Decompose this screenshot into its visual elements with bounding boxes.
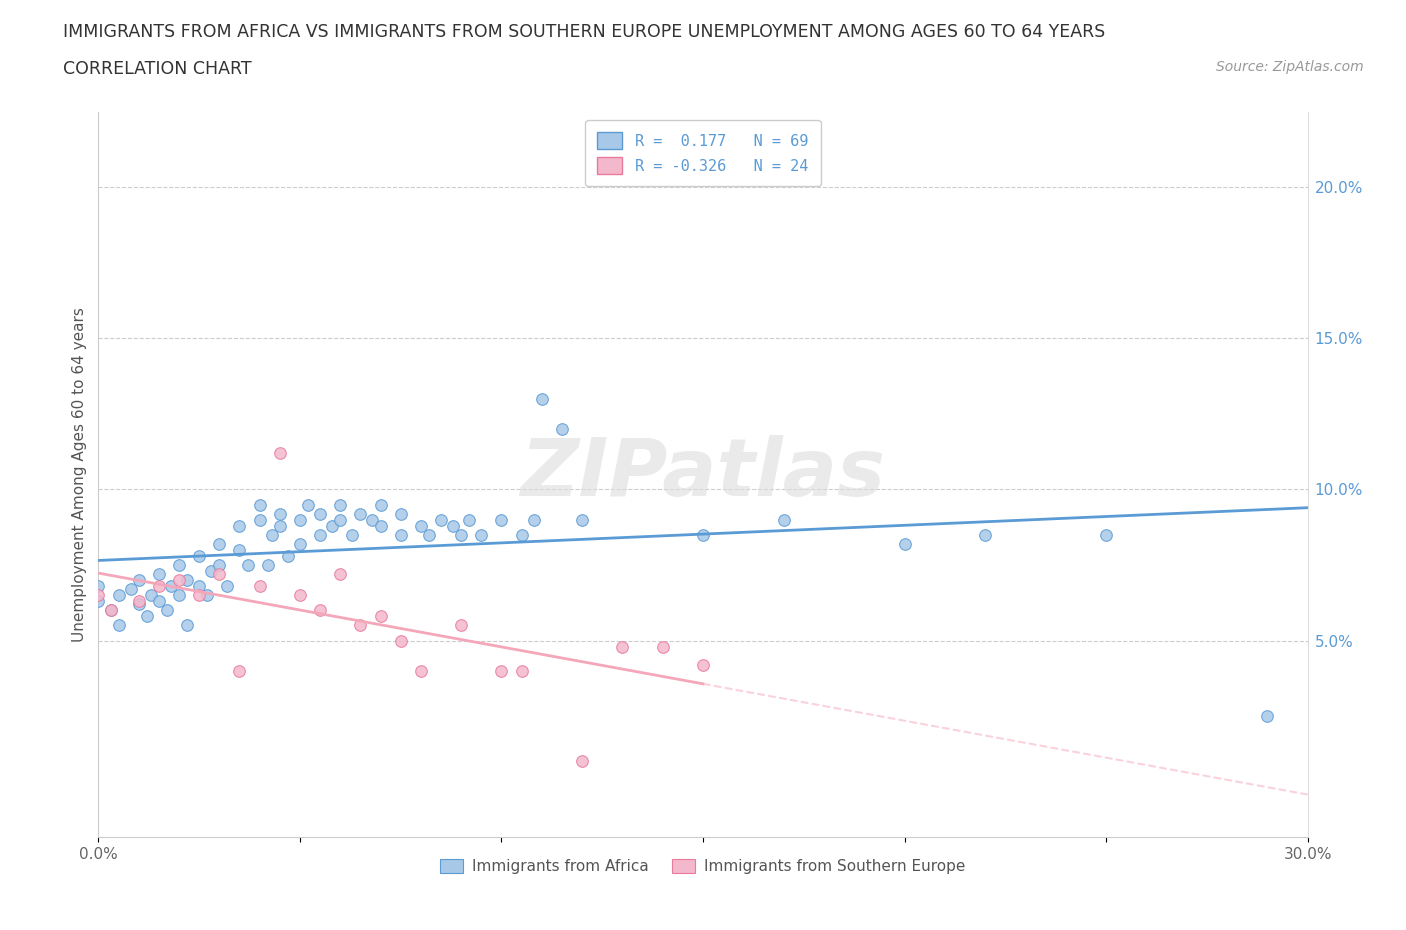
Point [370, 609, 392, 624]
Point [1256, 709, 1278, 724]
Point [692, 527, 714, 542]
Point [389, 527, 412, 542]
Point [409, 518, 432, 533]
Point [176, 618, 198, 633]
Point [176, 573, 198, 588]
Point [120, 582, 142, 597]
Point [160, 578, 183, 593]
Point [249, 578, 271, 593]
Point [321, 518, 343, 533]
Point [100, 603, 122, 618]
Point [523, 512, 546, 527]
Point [571, 512, 593, 527]
Point [772, 512, 794, 527]
Point [450, 527, 472, 542]
Point [188, 549, 211, 564]
Point [612, 639, 634, 654]
Point [208, 566, 231, 581]
Point [100, 603, 122, 618]
Point [389, 506, 412, 521]
Point [228, 542, 250, 557]
Point [107, 618, 129, 633]
Point [651, 639, 673, 654]
Point [974, 527, 997, 542]
Point [167, 573, 190, 588]
Point [361, 512, 384, 527]
Point [269, 506, 291, 521]
Point [148, 566, 170, 581]
Point [450, 618, 472, 633]
Point [530, 392, 553, 406]
Point [139, 588, 162, 603]
Point [458, 512, 481, 527]
Point [297, 498, 319, 512]
Point [156, 603, 179, 618]
Legend: Immigrants from Africa, Immigrants from Southern Europe: Immigrants from Africa, Immigrants from … [434, 853, 972, 880]
Point [87, 588, 110, 603]
Point [389, 633, 412, 648]
Point [430, 512, 453, 527]
Point [217, 578, 239, 593]
Point [228, 518, 250, 533]
Point [692, 658, 714, 672]
Point [1095, 527, 1118, 542]
Point [288, 512, 311, 527]
Point [491, 512, 513, 527]
Text: ZIPatlas: ZIPatlas [520, 435, 886, 513]
Point [188, 588, 211, 603]
Point [370, 498, 392, 512]
Point [370, 518, 392, 533]
Point [260, 527, 283, 542]
Point [107, 588, 129, 603]
Point [249, 498, 271, 512]
Point [135, 609, 157, 624]
Point [510, 663, 533, 678]
Point [329, 512, 352, 527]
Point [128, 597, 150, 612]
Point [342, 527, 364, 542]
Text: IMMIGRANTS FROM AFRICA VS IMMIGRANTS FROM SOUTHERN EUROPE UNEMPLOYMENT AMONG AGE: IMMIGRANTS FROM AFRICA VS IMMIGRANTS FRO… [63, 23, 1105, 41]
Point [277, 549, 299, 564]
Point [148, 594, 170, 609]
Point [269, 445, 291, 460]
Point [208, 537, 231, 551]
Point [893, 537, 915, 551]
Point [409, 663, 432, 678]
Point [441, 518, 464, 533]
Point [309, 506, 332, 521]
Text: CORRELATION CHART: CORRELATION CHART [63, 60, 252, 78]
Point [208, 558, 231, 573]
Point [329, 566, 352, 581]
Point [288, 588, 311, 603]
Point [349, 506, 371, 521]
Point [195, 588, 218, 603]
Point [167, 588, 190, 603]
Point [491, 663, 513, 678]
Point [128, 594, 150, 609]
Point [269, 518, 291, 533]
Y-axis label: Unemployment Among Ages 60 to 64 years: Unemployment Among Ages 60 to 64 years [72, 307, 87, 642]
Point [128, 573, 150, 588]
Point [309, 603, 332, 618]
Point [148, 578, 170, 593]
Point [228, 663, 250, 678]
Text: Source: ZipAtlas.com: Source: ZipAtlas.com [1216, 60, 1364, 74]
Point [551, 421, 574, 436]
Point [167, 558, 190, 573]
Point [470, 527, 492, 542]
Point [87, 594, 110, 609]
Point [236, 558, 259, 573]
Point [418, 527, 440, 542]
Point [349, 618, 371, 633]
Point [510, 527, 533, 542]
Point [571, 754, 593, 769]
Point [200, 564, 222, 578]
Point [87, 578, 110, 593]
Point [309, 527, 332, 542]
Point [329, 498, 352, 512]
Point [249, 512, 271, 527]
Point [188, 578, 211, 593]
Point [256, 558, 278, 573]
Point [288, 537, 311, 551]
